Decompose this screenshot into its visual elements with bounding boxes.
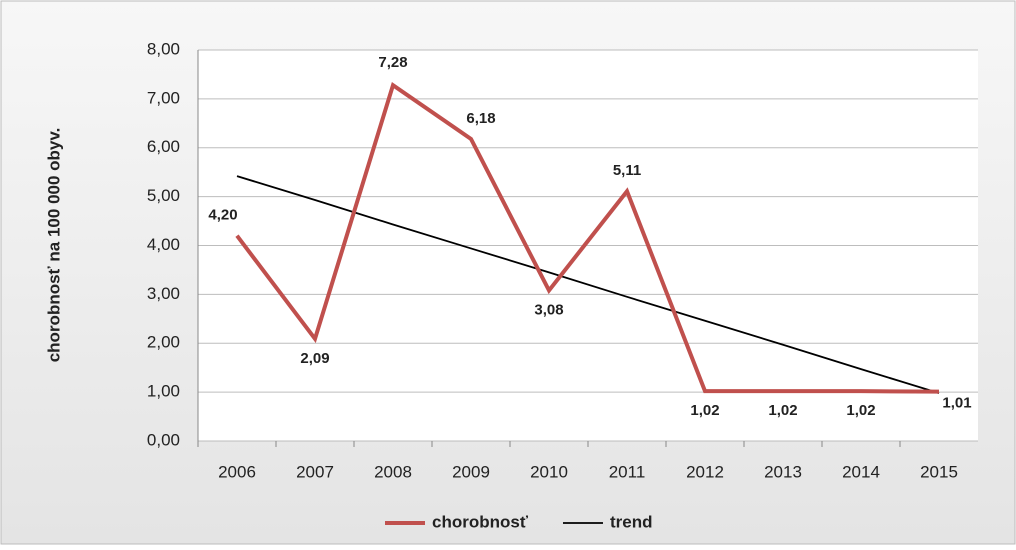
x-tick-label: 2009 [452,462,490,481]
x-tick-label: 2010 [530,462,568,481]
y-tick-label: 8,00 [147,39,180,58]
x-tick-label: 2012 [686,462,724,481]
y-tick-label: 0,00 [147,430,180,449]
x-tick-label: 2014 [842,462,880,481]
x-tick-label: 2007 [296,462,334,481]
x-tick-label: 2013 [764,462,802,481]
value-label: 1,01 [942,395,971,412]
x-tick-label: 2006 [218,462,256,481]
y-tick-label: 5,00 [147,186,180,205]
value-label: 1,02 [690,402,719,419]
value-label: 2,09 [300,350,329,367]
y-tick-label: 7,00 [147,88,180,107]
y-tick-label: 3,00 [147,284,180,303]
y-tick-label: 4,00 [147,235,180,254]
x-tick-label: 2008 [374,462,412,481]
legend-label: trend [610,512,653,531]
legend-label: chorobnosť [432,512,529,531]
x-tick-label: 2011 [609,462,646,481]
value-label: 7,28 [378,54,407,71]
value-label: 3,08 [534,301,563,318]
y-tick-label: 6,00 [147,137,180,156]
value-label: 1,02 [768,402,797,419]
x-tick-label: 2015 [920,462,958,481]
value-label: 6,18 [466,110,495,127]
value-label: 4,20 [208,207,237,224]
value-label: 1,02 [846,402,875,419]
value-label: 5,11 [613,162,641,179]
y-axis-label: chorobnosť na 100 000 obyv. [44,128,63,363]
data-line [235,81,940,394]
y-tick-label: 1,00 [147,382,180,401]
y-tick-label: 2,00 [147,333,180,352]
